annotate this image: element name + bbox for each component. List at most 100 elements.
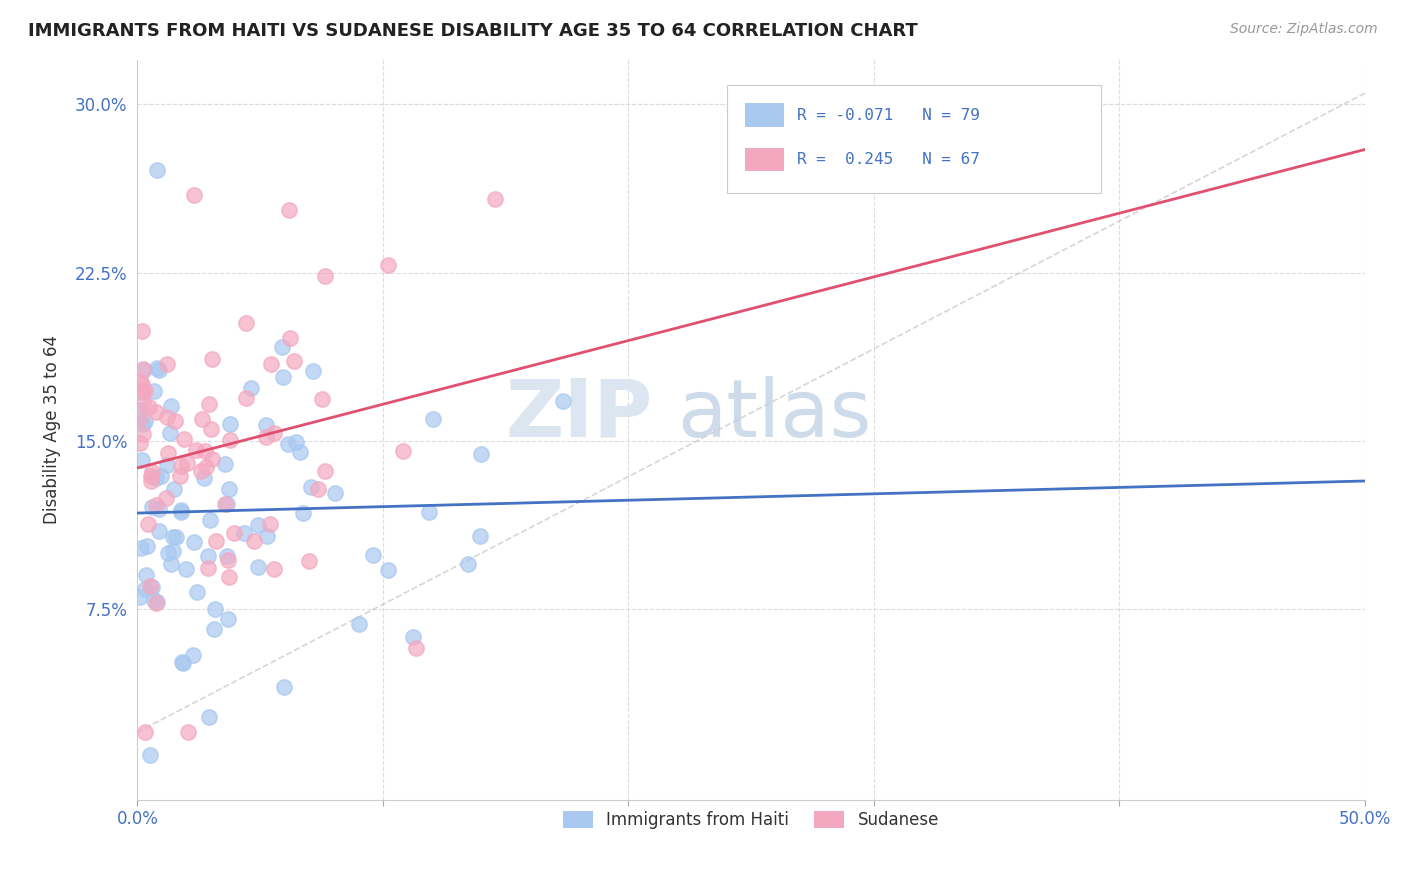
Point bbox=[146, 163, 169, 178]
Point bbox=[132, 383, 155, 397]
Point bbox=[301, 363, 323, 377]
Point bbox=[146, 361, 169, 376]
Point bbox=[224, 526, 246, 541]
Text: R =  0.245   N = 67: R = 0.245 N = 67 bbox=[797, 152, 980, 167]
Point bbox=[193, 471, 215, 485]
Point bbox=[263, 561, 285, 575]
Point bbox=[247, 517, 270, 532]
Point bbox=[131, 378, 153, 392]
Point bbox=[204, 533, 226, 548]
Point bbox=[277, 437, 299, 451]
Point bbox=[197, 561, 219, 575]
FancyBboxPatch shape bbox=[727, 86, 1101, 193]
Point bbox=[134, 582, 156, 597]
Point bbox=[148, 524, 170, 538]
Point bbox=[311, 392, 333, 407]
Point bbox=[181, 648, 204, 662]
Point bbox=[214, 457, 236, 471]
Point bbox=[551, 393, 574, 408]
Point bbox=[132, 417, 155, 432]
Point bbox=[131, 394, 153, 409]
Point bbox=[198, 710, 221, 724]
Point bbox=[314, 464, 336, 478]
Point bbox=[170, 458, 193, 473]
Point bbox=[136, 517, 159, 532]
Point bbox=[377, 258, 399, 272]
Point bbox=[131, 324, 153, 338]
Point bbox=[148, 502, 170, 516]
Point bbox=[271, 370, 294, 384]
Point bbox=[145, 498, 167, 512]
Point bbox=[217, 612, 239, 626]
Point bbox=[165, 530, 187, 544]
Point bbox=[235, 316, 257, 330]
Point bbox=[157, 546, 180, 560]
Point bbox=[418, 505, 440, 519]
Point bbox=[278, 331, 301, 345]
Point bbox=[285, 435, 308, 450]
Text: atlas: atlas bbox=[678, 376, 872, 454]
Point bbox=[162, 544, 184, 558]
Point bbox=[186, 585, 208, 599]
Point bbox=[361, 548, 384, 562]
Point bbox=[204, 601, 226, 615]
Point bbox=[217, 552, 239, 566]
Point bbox=[243, 533, 266, 548]
Point bbox=[169, 468, 191, 483]
Point bbox=[160, 399, 183, 413]
Point bbox=[239, 381, 262, 395]
Point bbox=[218, 482, 240, 496]
Point bbox=[260, 357, 283, 371]
Point bbox=[134, 414, 156, 428]
Point bbox=[141, 580, 163, 594]
Point bbox=[141, 474, 163, 488]
Point bbox=[218, 570, 240, 584]
Point bbox=[201, 352, 224, 367]
Point bbox=[278, 202, 301, 217]
Point bbox=[183, 534, 205, 549]
Point bbox=[256, 528, 278, 542]
Point bbox=[138, 579, 160, 593]
Point bbox=[145, 405, 167, 419]
Point bbox=[148, 362, 170, 376]
Point bbox=[292, 506, 315, 520]
Point bbox=[139, 747, 162, 762]
Point bbox=[165, 414, 187, 428]
Point bbox=[129, 436, 152, 450]
Point bbox=[156, 357, 179, 371]
Point bbox=[131, 453, 153, 467]
Point bbox=[233, 525, 256, 540]
Point bbox=[163, 482, 186, 496]
Point bbox=[129, 541, 152, 555]
Point bbox=[190, 464, 212, 478]
Point bbox=[141, 465, 163, 479]
Text: R = -0.071   N = 79: R = -0.071 N = 79 bbox=[797, 108, 980, 122]
Point bbox=[215, 549, 238, 563]
Point bbox=[202, 623, 225, 637]
Point bbox=[254, 417, 277, 432]
Point bbox=[156, 409, 179, 424]
Point bbox=[402, 630, 425, 644]
Point bbox=[146, 595, 169, 609]
Point bbox=[183, 188, 205, 202]
Point bbox=[145, 471, 167, 485]
Point bbox=[201, 452, 224, 467]
FancyBboxPatch shape bbox=[745, 103, 785, 127]
Point bbox=[160, 558, 183, 572]
Point bbox=[139, 469, 162, 483]
Point bbox=[197, 549, 219, 564]
Point bbox=[155, 491, 177, 505]
Point bbox=[470, 528, 492, 542]
Point bbox=[136, 539, 159, 553]
Point bbox=[288, 445, 311, 459]
Point bbox=[405, 641, 427, 656]
Point bbox=[128, 411, 150, 425]
Point bbox=[170, 505, 193, 519]
Point bbox=[145, 596, 167, 610]
Point bbox=[156, 458, 179, 472]
Point bbox=[141, 500, 163, 515]
Point bbox=[377, 563, 399, 577]
Point bbox=[470, 447, 492, 461]
Point bbox=[128, 403, 150, 417]
Point bbox=[176, 456, 198, 470]
